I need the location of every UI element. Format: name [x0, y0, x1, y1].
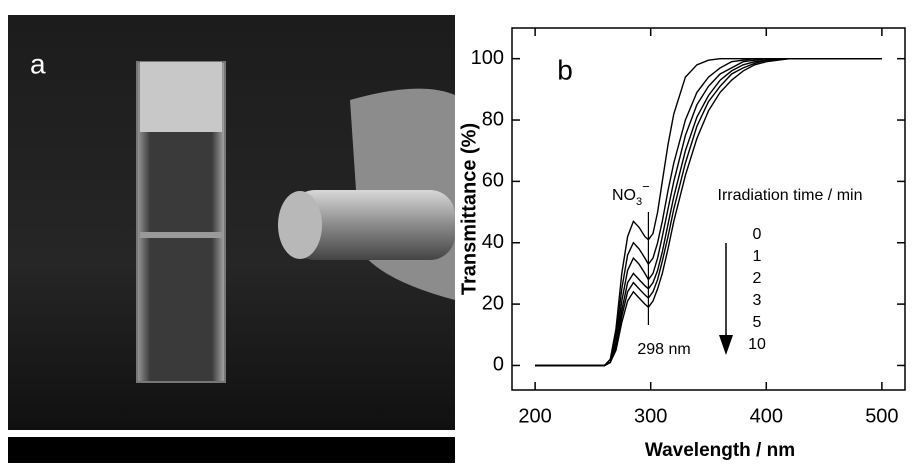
cuvette-cap [140, 62, 222, 132]
line-series [535, 58, 882, 367]
legend-entry: 10 [748, 336, 766, 353]
legend-entry: 0 [753, 226, 762, 243]
marker-label: 298 nm [637, 341, 690, 358]
x-axis-label: Wavelength / nm [645, 440, 795, 461]
legend-entry: 3 [753, 292, 762, 309]
panel-label: b [557, 54, 573, 85]
legend-entry: 1 [753, 248, 762, 265]
y-tick-label: 100 [471, 47, 504, 69]
arrow-head [719, 335, 733, 355]
ion-label: NO3− [612, 179, 650, 207]
panel-label: a [30, 48, 46, 79]
x-tick-label: 500 [865, 405, 898, 427]
line-series [535, 58, 882, 367]
y-tick-label: 20 [482, 292, 504, 314]
x-tick-label: 200 [518, 405, 551, 427]
ion-subscript: 3 [636, 196, 642, 208]
legend-entry: 5 [753, 314, 762, 331]
liquid-surface [140, 232, 222, 238]
line-series [535, 58, 882, 367]
pointer-tip [278, 191, 322, 259]
plot-frame [511, 27, 906, 391]
y-tick-label: 80 [482, 108, 504, 130]
photo: a [8, 15, 455, 463]
line-series [535, 58, 882, 367]
y-tick-label: 0 [493, 354, 504, 376]
legend-title: Irradiation time / min [718, 187, 863, 204]
y-tick-label: 60 [482, 170, 504, 192]
ion-superscript: − [642, 179, 650, 194]
legend-entry: 2 [753, 270, 762, 287]
line-series [535, 58, 882, 367]
y-axis-label: Transmittance (%) [458, 123, 480, 295]
laser-pointer [290, 190, 455, 260]
line-series [535, 58, 882, 367]
ion-text: NO [612, 187, 636, 204]
y-tick-label: 40 [482, 231, 504, 253]
caption-bar [8, 437, 455, 463]
x-tick-label: 300 [634, 405, 667, 427]
x-tick-label: 400 [750, 405, 783, 427]
chart: b Wavelength / nm Transmittance (%) Irra… [458, 27, 906, 461]
